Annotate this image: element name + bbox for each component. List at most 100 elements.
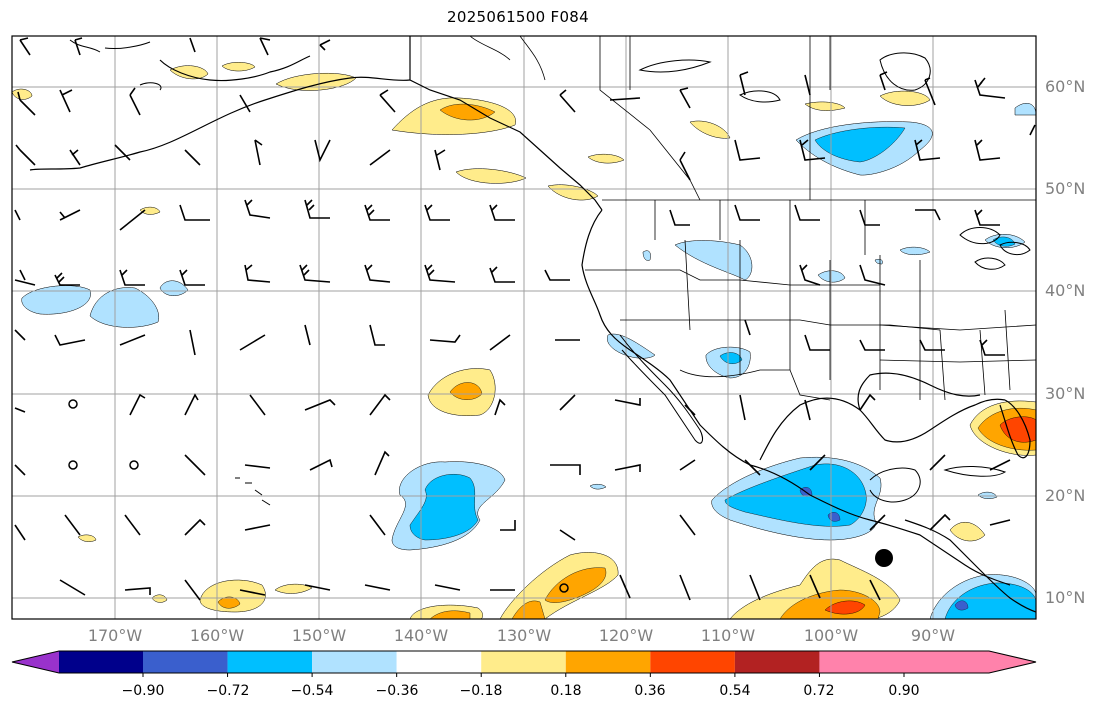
wind-barb bbox=[14, 269, 36, 286]
wind-barb bbox=[59, 579, 86, 596]
negative-region bbox=[21, 285, 91, 315]
wind-barb bbox=[489, 204, 515, 221]
wind-barb bbox=[794, 204, 820, 221]
negative-region bbox=[589, 483, 607, 490]
positive-region bbox=[455, 168, 527, 184]
colorbar-label: −0.36 bbox=[375, 683, 419, 699]
wind-barb bbox=[989, 519, 1011, 526]
wind-barb bbox=[184, 149, 201, 166]
wind-barb bbox=[684, 404, 696, 416]
wind-barb bbox=[614, 464, 641, 472]
colorbar-label: −0.72 bbox=[206, 683, 250, 699]
wind-barb bbox=[239, 334, 266, 351]
wind-barb bbox=[64, 514, 81, 536]
wind-barb bbox=[124, 514, 141, 536]
coastlines bbox=[29, 36, 1036, 613]
negative-region bbox=[899, 246, 931, 255]
negative-region bbox=[954, 600, 969, 611]
wind-barb bbox=[859, 339, 885, 351]
lat-label-60n: 60°N bbox=[1045, 77, 1086, 96]
colorbar-segment bbox=[904, 651, 989, 673]
colorbar-segment bbox=[143, 651, 228, 673]
wind-barb bbox=[424, 264, 456, 283]
lon-label-160w: 160°W bbox=[189, 626, 245, 645]
wind-barb bbox=[799, 264, 821, 286]
wind-barb bbox=[114, 144, 131, 161]
colorbar-label: 0.90 bbox=[888, 683, 920, 699]
positive-region bbox=[544, 567, 607, 603]
wind-barb bbox=[364, 584, 391, 591]
colorbar-segment bbox=[734, 651, 820, 673]
wind-barb bbox=[189, 37, 196, 53]
positive-region bbox=[999, 416, 1036, 443]
wind-barb bbox=[129, 87, 141, 116]
wind-barb bbox=[299, 264, 331, 283]
wind-barb bbox=[919, 339, 945, 351]
colorbar-label: −0.90 bbox=[121, 683, 165, 699]
positive-region bbox=[439, 103, 496, 121]
wind-barb bbox=[915, 209, 941, 221]
wind-barb bbox=[304, 324, 311, 346]
calm-circle bbox=[68, 399, 78, 409]
negative-region bbox=[409, 474, 479, 541]
wind-barb bbox=[189, 329, 196, 356]
wind-barb bbox=[369, 149, 391, 166]
wind-barb bbox=[739, 71, 749, 96]
negative-region bbox=[977, 491, 998, 499]
positive-region bbox=[587, 153, 625, 164]
wind-barb bbox=[304, 584, 331, 591]
wind-barb bbox=[179, 204, 210, 221]
wind-barb bbox=[259, 37, 271, 56]
wind-barb bbox=[19, 37, 31, 56]
wind-barb bbox=[859, 393, 876, 411]
positive-region bbox=[429, 610, 471, 619]
wind-barb bbox=[184, 393, 199, 416]
wind-barb bbox=[669, 209, 690, 226]
lat-label-40n: 40°N bbox=[1045, 281, 1086, 300]
colorbar-segment bbox=[396, 651, 482, 673]
wind-barb bbox=[434, 584, 461, 591]
wind-barb bbox=[59, 89, 73, 113]
wind-barb bbox=[559, 394, 576, 411]
wind-barb bbox=[119, 269, 145, 286]
wind-barb bbox=[799, 139, 826, 161]
negative-region bbox=[814, 126, 906, 163]
positive-region bbox=[12, 88, 33, 100]
colorbar-label: 0.54 bbox=[719, 683, 751, 699]
lon-label-120w: 120°W bbox=[598, 626, 654, 645]
map-title: 2025061500 F084 bbox=[447, 8, 589, 26]
wind-barb bbox=[179, 269, 205, 286]
wind-barb bbox=[679, 514, 696, 536]
wind-barb bbox=[974, 77, 1006, 99]
wind-barb bbox=[14, 524, 26, 541]
lat-label-50n: 50°N bbox=[1045, 179, 1086, 198]
positive-region bbox=[274, 583, 313, 594]
wind-barb bbox=[119, 209, 146, 231]
wind-barb bbox=[369, 324, 385, 346]
positive-region bbox=[949, 522, 986, 542]
wind-barb bbox=[244, 199, 271, 219]
wind-barb bbox=[374, 450, 390, 476]
colorbar-label: 0.18 bbox=[550, 683, 582, 699]
colorbar-label: 0.72 bbox=[803, 683, 835, 699]
wind-barb bbox=[364, 204, 390, 221]
positive-region bbox=[511, 600, 546, 619]
wind-barb bbox=[809, 574, 821, 599]
wind-barb bbox=[859, 264, 886, 286]
storm-position-marker bbox=[875, 549, 893, 567]
wind-barb bbox=[974, 139, 1001, 161]
wind-barb bbox=[744, 319, 751, 336]
lat-label-30n: 30°N bbox=[1045, 384, 1086, 403]
lon-label-90w: 90°W bbox=[910, 626, 956, 645]
wind-barb bbox=[14, 209, 21, 221]
wind-barb bbox=[559, 89, 576, 113]
positive-region bbox=[275, 72, 357, 91]
wind-barb bbox=[434, 149, 446, 171]
wind-barb bbox=[559, 529, 576, 541]
political-borders bbox=[469, 36, 1036, 401]
wind-barb bbox=[69, 149, 81, 166]
colorbar-label: −0.18 bbox=[459, 683, 503, 699]
positive-region bbox=[879, 90, 931, 106]
wind-barb bbox=[500, 520, 516, 531]
colorbar bbox=[11, 650, 1037, 677]
